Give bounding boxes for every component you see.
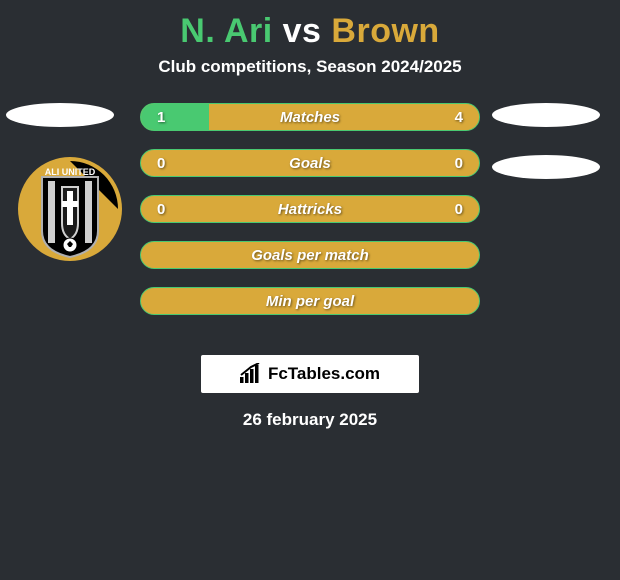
stat-bar-value-left: 1: [157, 104, 165, 130]
placeholder-ellipse-right-2: [492, 155, 600, 179]
stat-bar-label: Min per goal: [141, 288, 479, 314]
branding-badge[interactable]: FcTables.com: [201, 355, 419, 393]
stat-bar: Goals0 0: [140, 149, 480, 177]
stat-bar: Hattricks0 0: [140, 195, 480, 223]
stat-bar-label: Goals per match: [141, 242, 479, 268]
stat-bar-label: Matches: [141, 104, 479, 130]
svg-text:ALI UNITED: ALI UNITED: [45, 167, 96, 177]
stat-bar-value-right: 4: [455, 104, 463, 130]
placeholder-ellipse-left: [6, 103, 114, 127]
stat-bars: Matches14Goals00Hattricks00Goals per mat…: [140, 103, 480, 333]
stat-bar-label: Hattricks: [141, 196, 479, 222]
stat-bar-value-left: 0: [157, 196, 165, 222]
stat-bar: Matches1 4: [140, 103, 480, 131]
stat-bar: Goals per match: [140, 241, 480, 269]
stats-area: ALI UNITED Matches14Goals00Hattricks00Go…: [0, 103, 620, 363]
vs-separator: vs: [273, 12, 332, 50]
stat-bar-value-right: 0: [455, 196, 463, 222]
branding-text: FcTables.com: [268, 364, 380, 384]
player2-name: Brown: [331, 12, 439, 50]
subtitle: Club competitions, Season 2024/2025: [0, 57, 620, 77]
page-title: N. Ari vs Brown: [0, 0, 620, 51]
stat-bar: Min per goal: [140, 287, 480, 315]
stat-bar-label: Goals: [141, 150, 479, 176]
player1-name: N. Ari: [180, 12, 272, 50]
placeholder-ellipse-right-1: [492, 103, 600, 127]
stat-bar-value-left: 0: [157, 150, 165, 176]
club-crest: ALI UNITED: [18, 157, 122, 261]
date-text: 26 february 2025: [0, 410, 620, 430]
stat-bar-value-right: 0: [455, 150, 463, 176]
branding-icon: [240, 363, 262, 385]
